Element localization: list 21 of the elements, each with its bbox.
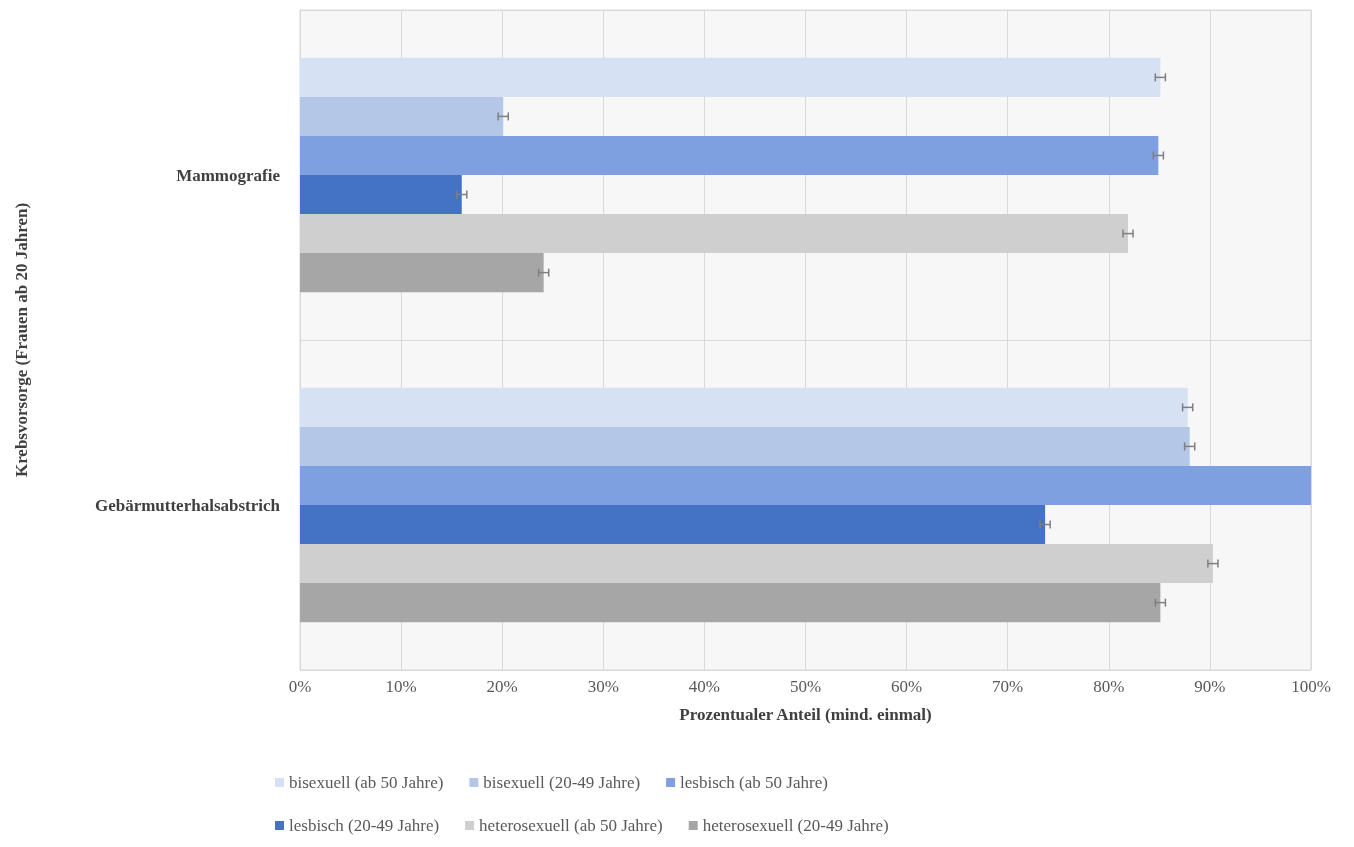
- x-tick-label: 30%: [587, 677, 619, 696]
- y-tick-label: Mammografie: [176, 165, 281, 185]
- x-tick-label: 70%: [992, 677, 1024, 696]
- legend-label: lesbisch (20-49 Jahre): [289, 816, 440, 835]
- x-axis-title: Prozentualer Anteil (mind. einmal): [679, 705, 932, 724]
- x-tick-label: 60%: [891, 677, 923, 696]
- legend-label: lesbisch (ab 50 Jahre): [680, 773, 828, 792]
- legend-label: heterosexuell (ab 50 Jahre): [479, 816, 663, 835]
- x-tick-label: 20%: [486, 677, 518, 696]
- x-tick-label: 90%: [1194, 677, 1226, 696]
- x-tick-label: 10%: [385, 677, 417, 696]
- y-axis-title: Krebsvorsorge (Frauen ab 20 Jahren): [12, 202, 31, 478]
- x-tick-label: 50%: [789, 677, 822, 696]
- legend-label: bisexuell (ab 50 Jahre): [289, 773, 444, 792]
- x-tick-label: 0%: [288, 677, 312, 696]
- legend-label: heterosexuell (20-49 Jahre): [702, 816, 889, 835]
- x-tick-label: 80%: [1093, 677, 1125, 696]
- legend-label: bisexuell (20-49 Jahre): [483, 773, 641, 792]
- x-tick-label: 40%: [688, 677, 720, 696]
- x-tick-label: 100%: [1291, 677, 1331, 696]
- y-tick-label: Gebärmutterhalsabstrich: [94, 495, 281, 515]
